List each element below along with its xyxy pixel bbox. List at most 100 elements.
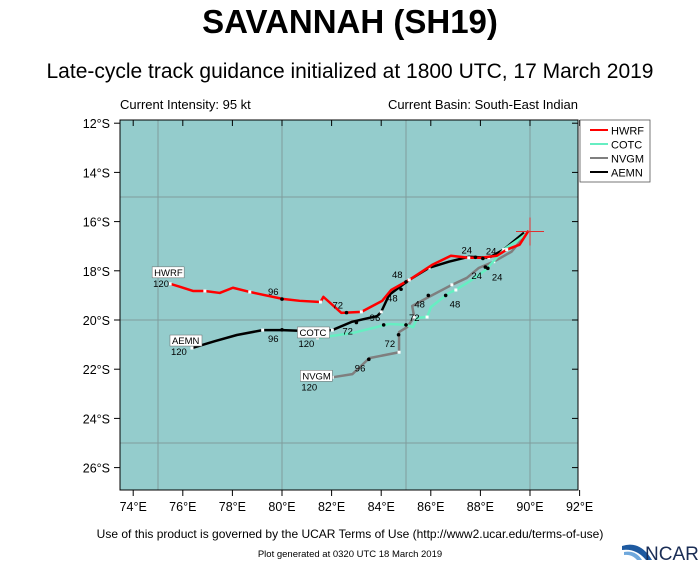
track-point: [425, 315, 429, 319]
y-tick-label: 16°S: [83, 216, 110, 230]
grid-lines: [120, 120, 578, 490]
ncar-swoosh-inner-icon: [624, 551, 642, 560]
forecast-hour-label: 72: [409, 313, 420, 324]
track-label-box: [297, 326, 330, 339]
x-tick-label: 86°E: [417, 500, 444, 514]
forecast-hour-marker: [396, 332, 401, 337]
forecast-hour-marker: [486, 266, 490, 271]
track-point: [318, 300, 322, 304]
track-point: [467, 256, 471, 260]
track-point: [261, 328, 265, 332]
x-tick-label: 88°E: [467, 500, 494, 514]
legend: HWRF COTC NVGM AEMN: [579, 119, 651, 183]
track-point: [454, 288, 458, 292]
y-tick-label: 24°S: [83, 412, 110, 426]
ncar-logo: NCAR: [622, 544, 699, 563]
track-label-box: [169, 334, 203, 347]
forecast-hour-marker: [426, 293, 431, 298]
track-end-hour-label: 120: [298, 339, 314, 350]
track-point: [505, 248, 509, 252]
track-name-label: COTC: [299, 328, 326, 339]
plot-frame: [119, 119, 579, 491]
storm-title: SAVANNAH (SH19): [202, 3, 498, 40]
forecast-hour-label: 72: [385, 339, 396, 350]
forecast-hour-label: 24: [471, 271, 482, 282]
terms-of-use[interactable]: Use of this product is governed by the U…: [97, 527, 604, 541]
legend-label-cotc: COTC: [611, 140, 642, 152]
track-point: [248, 290, 252, 294]
track-name-label: HWRF: [154, 268, 183, 279]
legend-label-nvgm: NVGM: [611, 154, 644, 166]
ncar-swoosh-icon: [622, 544, 652, 560]
x-tick-label: 80°E: [268, 500, 295, 514]
forecast-hour-marker: [473, 255, 478, 260]
x-tick-label: 84°E: [368, 500, 395, 514]
x-tick-label: 90°E: [516, 500, 543, 514]
legend-label-hwrf: HWRF: [611, 126, 644, 138]
x-tick-label: 92°E: [566, 500, 593, 514]
forecast-hour-marker: [280, 297, 284, 301]
track-point: [502, 248, 506, 252]
legend-label-aemn: AEMN: [611, 168, 643, 180]
track-end-hour-label: 120: [171, 347, 187, 358]
plot-generated: Plot generated at 0320 UTC 18 March 2019: [258, 549, 442, 560]
forecast-hour-label: 24: [486, 247, 497, 258]
forecast-hour-marker: [404, 323, 408, 327]
track-point: [450, 283, 454, 287]
forecast-hour-label: 96: [268, 334, 279, 345]
forecast-hour-marker: [344, 310, 349, 315]
forecast-hour-label: 24: [492, 272, 503, 283]
track-point: [330, 328, 334, 332]
track-point: [379, 310, 383, 314]
forecast-hour-marker: [381, 323, 386, 327]
forecast-hour-marker: [443, 293, 448, 298]
x-tick-label: 78°E: [219, 500, 246, 514]
forecast-hour-marker: [367, 357, 371, 362]
forecast-hour-label: 96: [370, 313, 381, 324]
current-basin: Current Basin: South-East Indian: [388, 97, 578, 112]
forecast-hour-marker: [404, 280, 408, 284]
x-tick-label: 76°E: [169, 500, 196, 514]
axis-ticks: 74°E 76°E 78°E 80°E 82°E 84°E 86°E 88°E 90°E 92°E…: [83, 117, 593, 514]
track-point: [190, 346, 194, 350]
forecast-hour-label: 72: [342, 326, 353, 337]
track-name-label: NVGM: [302, 371, 331, 382]
forecast-hour-label: 48: [450, 299, 461, 310]
tracks: 24487296HWRF12024487296COTC12024487296NV…: [151, 217, 544, 393]
track-nvgm: [332, 232, 528, 379]
y-tick-label: 14°S: [83, 166, 110, 180]
track-end-hour-label: 120: [153, 279, 169, 290]
forecast-hour-label: 72: [332, 301, 343, 312]
track-point: [412, 315, 416, 319]
forecast-hour-label: 24: [461, 245, 472, 256]
forecast-hour-marker: [280, 328, 284, 332]
forecast-hour-marker: [354, 320, 359, 325]
track-name-label: AEMN: [172, 336, 200, 347]
track-label-box: [151, 266, 185, 279]
x-tick-label: 74°E: [120, 500, 147, 514]
subtitle: Late-cycle track guidance initialized at…: [47, 60, 654, 83]
forecast-hour-label: 96: [268, 287, 279, 298]
forecast-hour-marker: [399, 287, 403, 292]
track-point: [168, 282, 172, 286]
ocean-background: [120, 120, 578, 490]
forecast-hour-label: 48: [392, 270, 403, 281]
y-tick-label: 20°S: [83, 314, 110, 328]
track-point: [407, 278, 411, 282]
y-tick-label: 12°S: [83, 117, 110, 131]
x-tick-label: 82°E: [318, 500, 345, 514]
track-point: [397, 350, 401, 354]
forecast-hour-label: 48: [387, 293, 398, 304]
forecast-hour-label: 48: [414, 299, 425, 310]
y-tick-label: 18°S: [83, 265, 110, 279]
ncar-logo-text: NCAR: [645, 544, 699, 563]
track-label-box: [300, 370, 333, 382]
forecast-hour-marker: [481, 256, 485, 261]
forecast-hour-label: 96: [355, 363, 366, 374]
track-point: [203, 289, 207, 293]
y-tick-label: 22°S: [83, 363, 110, 377]
